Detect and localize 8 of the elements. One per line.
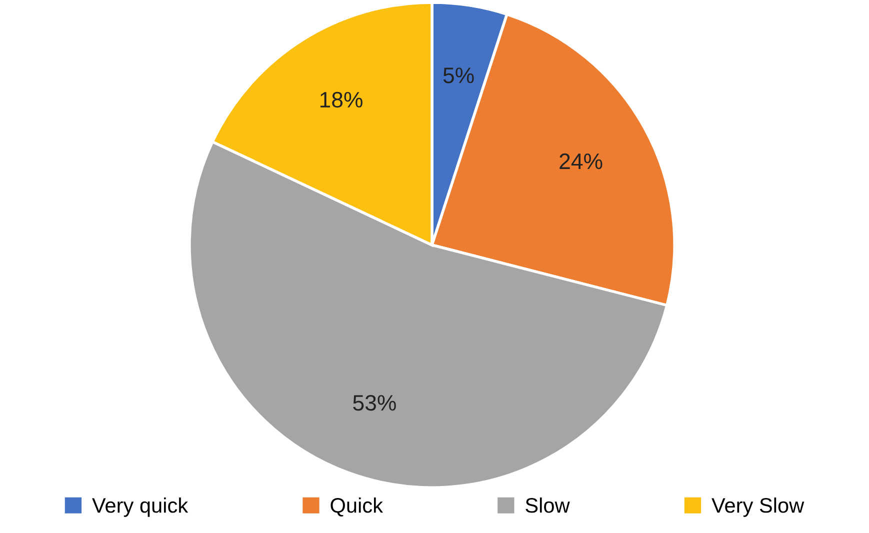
legend-label: Quick — [330, 497, 384, 517]
data-label: 24% — [560, 153, 602, 170]
data-label: 53% — [353, 394, 396, 411]
legend-label: Very quick — [92, 497, 188, 517]
legend-label: Very Slow — [712, 497, 804, 517]
legend-label: Slow — [526, 497, 570, 513]
data-label: 5% — [443, 68, 474, 84]
data-label: 18% — [320, 92, 362, 108]
